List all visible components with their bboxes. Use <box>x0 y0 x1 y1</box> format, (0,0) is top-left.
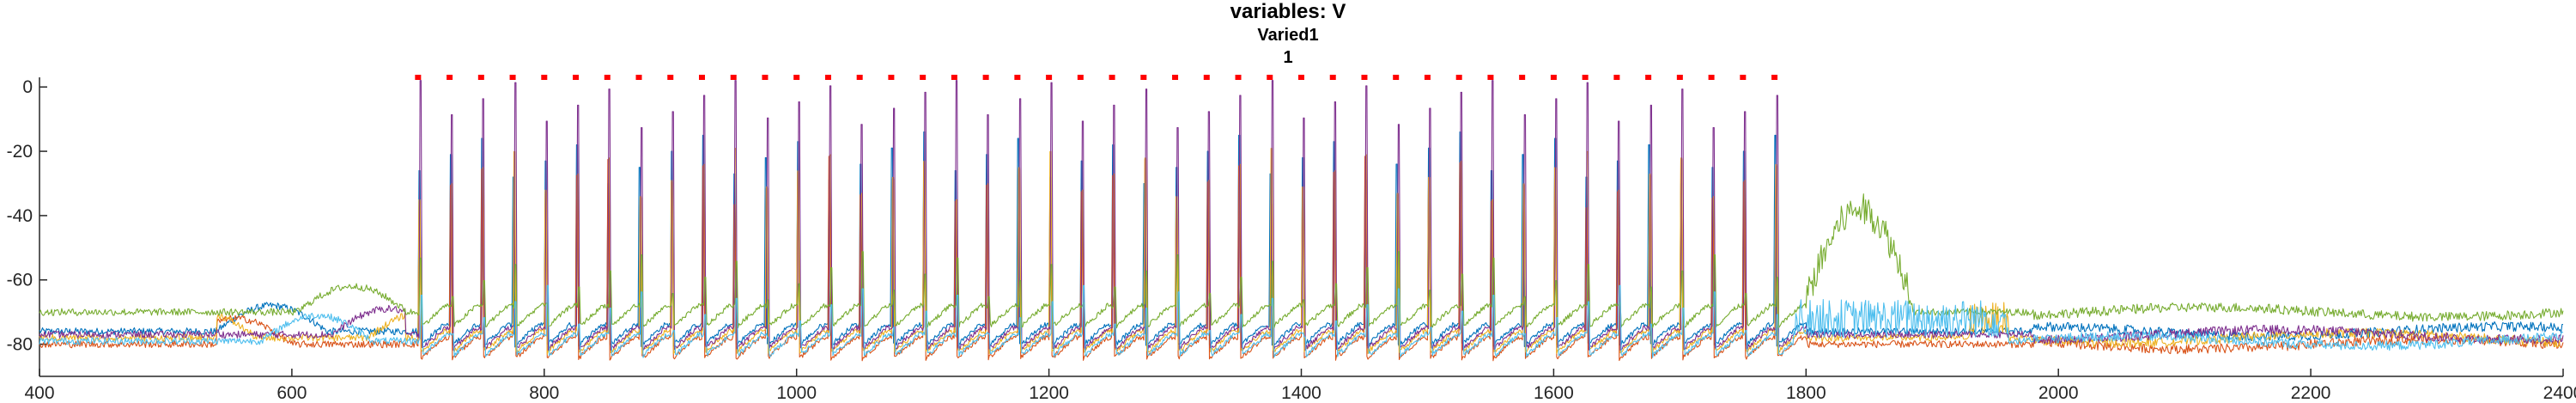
x-tick-label: 1800 <box>1786 383 1826 403</box>
stimulus-marker <box>415 75 422 80</box>
x-tick-label: 2000 <box>2038 383 2079 403</box>
tick-labels: 400 600 800 1000 1200 1400 1600 1800 2000 2200 240… <box>7 77 2576 403</box>
chart-subtitle-1: Varied1 <box>1257 26 1319 45</box>
x-tick-label: 800 <box>529 383 559 403</box>
stimulus-marker <box>920 75 927 80</box>
stimulus-marker <box>1140 75 1147 80</box>
stimulus-marker <box>1771 75 1778 80</box>
stimulus-marker <box>793 75 800 80</box>
stimulus-marker <box>1235 75 1242 80</box>
y-tick-label: -80 <box>7 335 33 355</box>
voltage-trace-2 <box>39 156 2564 362</box>
stimulus-marker <box>1014 75 1021 80</box>
stimulus-marker <box>1329 75 1336 80</box>
stimulus-marker <box>541 75 548 80</box>
stimulus-marker <box>1455 75 1462 80</box>
stimulus-marker <box>1298 75 1304 80</box>
stimulus-marker <box>1676 75 1683 80</box>
x-tick-label: 1600 <box>1534 383 1574 403</box>
stimulus-marker <box>730 75 737 80</box>
stimulus-marker <box>951 75 957 80</box>
x-tick-label: 1200 <box>1029 383 1069 403</box>
stimulus-marker <box>1267 75 1273 80</box>
stimulus-marker <box>667 75 674 80</box>
stimulus-marker <box>447 75 453 80</box>
chart-subtitle-2: 1 <box>1283 48 1293 67</box>
stimulus-marker <box>1203 75 1210 80</box>
stimulus-markers <box>415 75 1778 80</box>
stimulus-marker <box>856 75 863 80</box>
voltage-trace-6 <box>39 284 2564 358</box>
stimulus-marker <box>1393 75 1400 80</box>
stimulus-marker <box>1708 75 1715 80</box>
y-tick-label: 0 <box>22 77 33 97</box>
stimulus-marker <box>1550 75 1557 80</box>
y-tick-label: -20 <box>7 142 33 162</box>
traces <box>39 80 2564 362</box>
voltage-trace-3 <box>39 148 2564 355</box>
stimulus-marker <box>982 75 989 80</box>
stimulus-marker <box>1077 75 1084 80</box>
stimulus-marker <box>1487 75 1494 80</box>
x-tick-label: 1000 <box>776 383 817 403</box>
stimulus-marker <box>1645 75 1652 80</box>
x-tick-label: 400 <box>24 383 54 403</box>
stimulus-marker <box>1613 75 1620 80</box>
stimulus-marker <box>1519 75 1526 80</box>
stimulus-marker <box>1109 75 1115 80</box>
y-tick-label: -60 <box>7 271 33 290</box>
axes <box>39 77 2564 377</box>
stimulus-marker <box>1424 75 1431 80</box>
stimulus-marker <box>1172 75 1179 80</box>
stimulus-marker <box>1740 75 1747 80</box>
voltage-trace-5 <box>39 193 2564 329</box>
stimulus-marker <box>635 75 642 80</box>
stimulus-marker <box>762 75 769 80</box>
y-tick-label: -40 <box>7 206 33 226</box>
stimulus-marker <box>477 75 484 80</box>
x-tick-label: 2200 <box>2291 383 2331 403</box>
stimulus-marker <box>1582 75 1589 80</box>
x-tick-label: 1400 <box>1281 383 1321 403</box>
stimulus-marker <box>604 75 611 80</box>
stimulus-marker <box>824 75 831 80</box>
stimulus-marker <box>698 75 705 80</box>
stimulus-marker <box>1046 75 1053 80</box>
x-tick-label: 600 <box>276 383 307 403</box>
stimulus-marker <box>1361 75 1368 80</box>
stimulus-marker <box>888 75 895 80</box>
stimulus-marker <box>573 75 580 80</box>
chart-title: variables: V <box>1230 0 1346 23</box>
stimulus-marker <box>509 75 516 80</box>
